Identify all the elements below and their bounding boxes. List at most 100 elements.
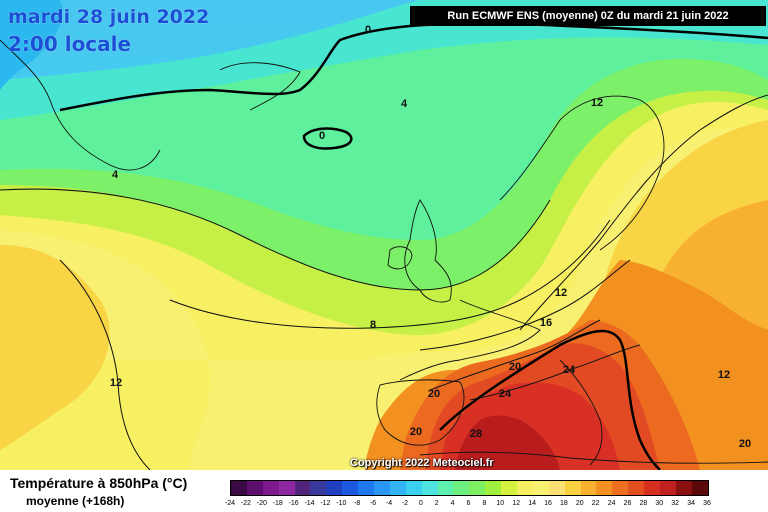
contour-label: 20 [427, 388, 441, 400]
scale-tick-label: -24 [224, 500, 236, 507]
color-swatch [548, 481, 565, 495]
isotherm-20 [429, 319, 601, 391]
contour-label: 16 [539, 317, 553, 329]
coast-greenland-east [219, 62, 301, 111]
scale-tick-label: -18 [272, 500, 283, 507]
color-swatch [564, 481, 581, 495]
color-swatch [437, 481, 454, 495]
scale-tick-label: -6 [369, 500, 377, 507]
color-swatch [389, 481, 406, 495]
copyright-text: Copyright 2022 Meteociel.fr [350, 457, 494, 469]
color-swatch [675, 481, 692, 495]
scale-tick-label: -14 [304, 500, 315, 507]
contour-label: 0 [318, 130, 326, 142]
scale-tick-label: -12 [320, 500, 331, 507]
color-swatch [310, 481, 327, 495]
isotherm-12-west [59, 259, 151, 470]
coastlines [0, 39, 768, 466]
scale-tick-label: 0 [418, 500, 423, 507]
scale-tick-label: -4 [385, 500, 393, 507]
scale-tick-label: 36 [703, 500, 711, 507]
scale-tick-label: -20 [256, 500, 267, 507]
run-info-banner: Run ECMWF ENS (moyenne) 0Z du mardi 21 j… [410, 6, 766, 26]
color-scale [230, 480, 709, 496]
isotherm-24 [469, 344, 641, 401]
valid-date: mardi 28 juin 2022 [8, 6, 210, 28]
isoline-24 [439, 329, 661, 470]
valid-hour: 2:00 locale [8, 32, 132, 56]
color-swatch [596, 481, 613, 495]
scale-tick-label: 6 [466, 500, 471, 507]
color-swatch [342, 481, 359, 495]
scale-tick-label: 18 [559, 500, 568, 507]
isotherm-16 [419, 259, 631, 351]
color-swatch [246, 481, 263, 495]
coast-ireland [387, 246, 413, 270]
isoline-0-north [59, 22, 768, 112]
color-swatch [517, 481, 533, 495]
temp-zone-14-west [0, 245, 110, 450]
scale-tick-label: -8 [354, 500, 361, 507]
contour-label: 4 [400, 98, 408, 110]
color-swatch [374, 481, 390, 495]
scale-tick-label: 10 [496, 500, 505, 507]
contour-label: 0 [364, 24, 372, 36]
color-swatch [580, 481, 597, 495]
bold-isolines [59, 22, 768, 470]
temp-zone-cold-nw [0, 0, 63, 90]
contour-label: 24 [562, 364, 576, 376]
color-swatch [469, 481, 486, 495]
temperature-map: 0 0 4 4 12 8 12 16 20 24 24 20 20 28 12 12 20 mardi 28 j… [0, 0, 768, 470]
coast-british-isles [404, 199, 452, 303]
scale-tick-label: 28 [639, 500, 648, 507]
contour-label: 28 [469, 428, 483, 440]
scale-tick-label: 20 [575, 500, 584, 507]
color-swatch [278, 481, 295, 495]
scale-tick-label: -2 [401, 500, 409, 507]
color-swatch [453, 481, 470, 495]
color-swatch [485, 481, 502, 495]
isotherm-4 [0, 188, 551, 291]
scale-tick-label: 8 [482, 500, 487, 507]
color-swatch [644, 481, 661, 495]
isotherm-8 [169, 219, 611, 329]
color-swatch [405, 481, 422, 495]
color-swatch [501, 481, 518, 495]
scale-tick-label: 26 [623, 500, 632, 507]
isotherm-12-east [519, 94, 768, 331]
color-swatch [294, 481, 311, 495]
scale-tick-label: 2 [434, 500, 439, 507]
contour-label: 20 [409, 426, 423, 438]
contour-label: 12 [590, 97, 604, 109]
temp-zone-28 [455, 415, 560, 470]
color-swatch [358, 481, 375, 495]
scale-tick-label: -22 [240, 500, 251, 507]
legend-subtitle: moyenne (+168h) [26, 494, 125, 508]
scale-tick-label: 22 [591, 500, 600, 507]
isoline-0-iceland [302, 127, 353, 150]
scale-tick-label: 32 [671, 500, 680, 507]
color-swatch [691, 481, 708, 495]
isotherms [0, 94, 768, 470]
scale-tick-label: 30 [655, 500, 664, 507]
coast-iberia [376, 379, 465, 446]
color-swatch [532, 481, 549, 495]
contour-label: 20 [738, 438, 752, 450]
color-swatch [660, 481, 676, 495]
contour-label: 20 [508, 361, 522, 373]
color-swatch [262, 481, 279, 495]
scale-tick-label: 16 [544, 500, 552, 507]
contour-label: 4 [111, 169, 119, 181]
coast-italy [559, 359, 603, 466]
legend-title: Température à 850hPa (°C) [10, 475, 188, 491]
contour-label: 24 [498, 388, 512, 400]
contour-label: 12 [109, 377, 123, 389]
scale-tick-label: 4 [450, 500, 455, 507]
scale-tick-label: 12 [512, 500, 521, 507]
scale-tick-label: -10 [336, 500, 347, 507]
scale-tick-label: 34 [687, 500, 695, 507]
color-swatch [326, 481, 343, 495]
contour-label: 12 [554, 287, 568, 299]
color-swatch [628, 481, 645, 495]
coast-north-africa [419, 451, 768, 464]
